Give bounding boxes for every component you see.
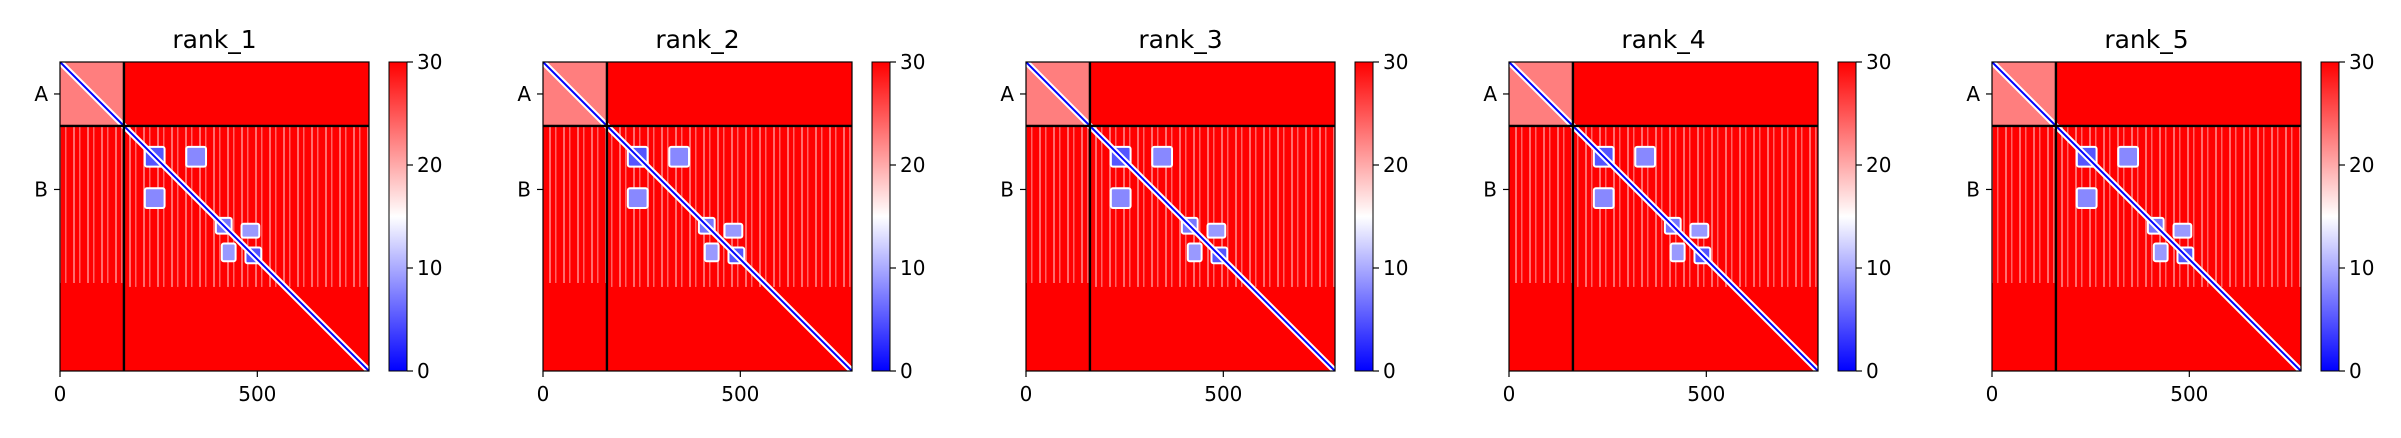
x-tick-label: 500 — [238, 382, 276, 406]
panel-title: rank_1 — [172, 25, 256, 54]
panel-title: rank_4 — [1621, 25, 1705, 54]
heatmap-texture — [60, 125, 124, 283]
panel-2: rank_2 0 500 A B 0 10 20 30 — [517, 25, 925, 406]
x-tick-label: 0 — [1986, 382, 1999, 406]
colorbar — [388, 61, 408, 372]
heatmap-block — [1669, 242, 1686, 263]
heatmap-block — [240, 222, 261, 239]
heatmap-texture — [1509, 125, 1573, 283]
heatmap-block — [185, 145, 208, 168]
chain-label: B — [34, 177, 48, 201]
heatmap-texture — [1992, 125, 2056, 283]
colorbar-tick-label: 0 — [1383, 359, 1396, 383]
colorbar-tick-label: 30 — [417, 50, 442, 74]
x-tick-label: 0 — [54, 382, 67, 406]
heatmap — [60, 62, 369, 371]
chain-label: A — [1483, 82, 1497, 106]
heatmap-block — [1634, 145, 1657, 168]
colorbar-tick-label: 10 — [900, 256, 925, 280]
heatmap-texture — [543, 125, 607, 283]
axes-frame — [1025, 61, 1336, 372]
heatmap-block — [2117, 145, 2140, 168]
heatmap — [1026, 62, 1335, 371]
colorbar — [2320, 61, 2340, 372]
x-tick-label: 0 — [1503, 382, 1516, 406]
heatmap-block — [703, 242, 720, 263]
panel-title: rank_2 — [655, 25, 739, 54]
diagonal — [60, 62, 369, 371]
panel-1: rank_1 0 500 A B 0 10 20 30 — [34, 25, 442, 406]
heatmap-block — [723, 222, 744, 239]
x-tick-label: 500 — [1204, 382, 1242, 406]
chain-label: B — [517, 177, 531, 201]
x-tick-label: 500 — [1687, 382, 1725, 406]
panel-title: rank_3 — [1138, 25, 1222, 54]
diagonal — [1992, 62, 2301, 371]
heatmap-block — [1689, 222, 1710, 239]
chain-label: A — [1000, 82, 1014, 106]
axes-frame — [1508, 61, 1819, 372]
diagonal — [543, 62, 852, 371]
colorbar-tick-label: 20 — [900, 153, 925, 177]
heatmap-block — [1186, 242, 1203, 263]
heatmap-block — [668, 145, 691, 168]
colorbar-tick-label: 30 — [2349, 50, 2374, 74]
x-tick-label: 500 — [2170, 382, 2208, 406]
colorbar — [1837, 61, 1857, 372]
heatmap-texture — [1026, 125, 1090, 283]
diagonal — [1026, 62, 1335, 371]
panel-5: rank_5 0 500 A B 0 10 20 30 — [1966, 25, 2374, 406]
colorbar — [871, 61, 891, 372]
colorbar-tick-label: 0 — [900, 359, 913, 383]
colorbar-tick-label: 20 — [1866, 153, 1891, 177]
colorbar-tick-label: 0 — [2349, 359, 2362, 383]
colorbar-tick-label: 10 — [2349, 256, 2374, 280]
heatmap-block — [1109, 187, 1132, 210]
panel-4: rank_4 0 500 A B 0 10 20 30 — [1483, 25, 1891, 406]
colorbar — [1354, 61, 1374, 372]
colorbar-tick-label: 0 — [1866, 359, 1879, 383]
heatmap-block — [626, 187, 649, 210]
heatmap — [1992, 62, 2301, 371]
heatmap-block — [2172, 222, 2193, 239]
colorbar-tick-label: 10 — [1866, 256, 1891, 280]
chain-label: B — [1000, 177, 1014, 201]
colorbar-tick-label: 30 — [1383, 50, 1408, 74]
x-tick-label: 0 — [1020, 382, 1033, 406]
heatmap-block — [220, 242, 237, 263]
heatmap — [543, 62, 852, 371]
colorbar-tick-label: 20 — [2349, 153, 2374, 177]
axes-frame — [542, 61, 853, 372]
heatmap-block — [1206, 222, 1227, 239]
colorbar-tick-label: 30 — [1866, 50, 1891, 74]
heatmap-block — [1592, 187, 1615, 210]
colorbar-tick-label: 30 — [900, 50, 925, 74]
chain-label: A — [517, 82, 531, 106]
heatmap-block — [1151, 145, 1174, 168]
colorbar-tick-label: 10 — [417, 256, 442, 280]
x-tick-label: 500 — [721, 382, 759, 406]
x-tick-label: 0 — [537, 382, 550, 406]
diagonal — [1509, 62, 1818, 371]
colorbar-tick-label: 20 — [417, 153, 442, 177]
panel-3: rank_3 0 500 A B 0 10 20 30 — [1000, 25, 1408, 406]
chain-label: B — [1966, 177, 1980, 201]
heatmap-block — [2152, 242, 2169, 263]
colorbar-tick-label: 0 — [417, 359, 430, 383]
colorbar-tick-label: 20 — [1383, 153, 1408, 177]
heatmap-block — [143, 187, 166, 210]
heatmap-block — [2075, 187, 2098, 210]
colorbar-tick-label: 10 — [1383, 256, 1408, 280]
heatmap — [1509, 62, 1818, 371]
axes-frame — [59, 61, 370, 372]
panel-title: rank_5 — [2104, 25, 2188, 54]
chain-label: B — [1483, 177, 1497, 201]
chain-label: A — [1966, 82, 1980, 106]
axes-frame — [1991, 61, 2302, 372]
chain-label: A — [34, 82, 48, 106]
